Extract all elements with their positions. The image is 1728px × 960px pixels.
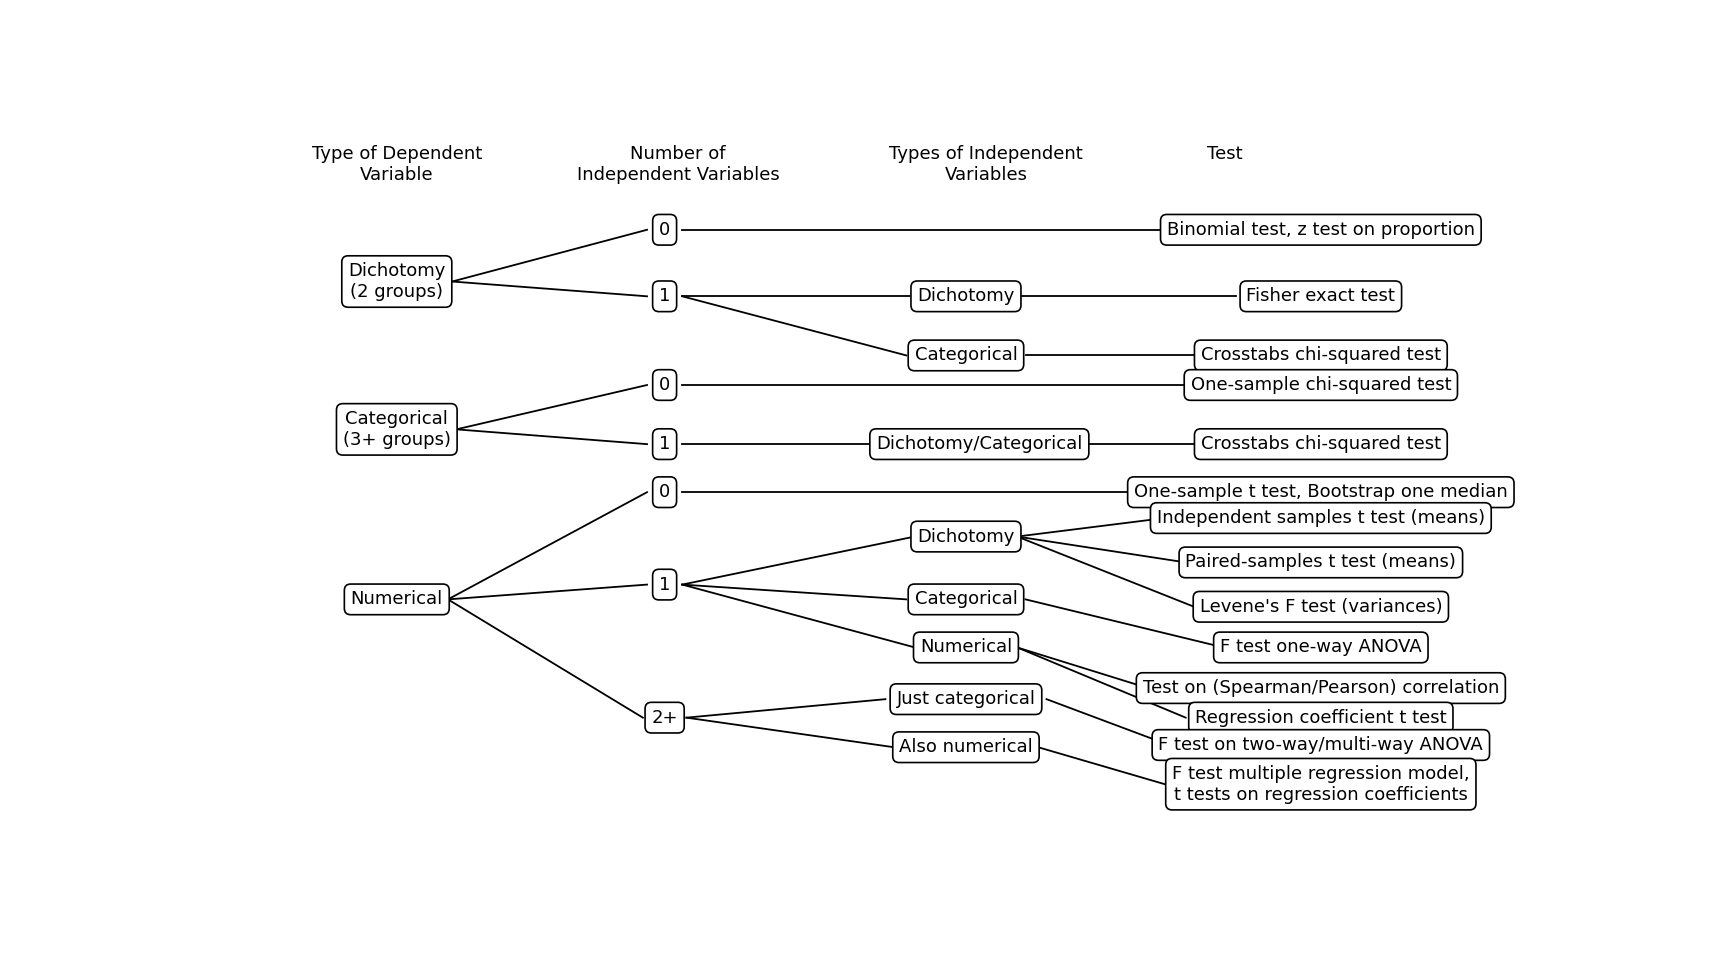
Text: Fisher exact test: Fisher exact test [1246, 287, 1394, 305]
Text: Levene's F test (variances): Levene's F test (variances) [1199, 598, 1443, 615]
Text: Just categorical: Just categorical [897, 690, 1035, 708]
Text: Dichotomy
(2 groups): Dichotomy (2 groups) [347, 262, 446, 300]
Text: Binomial test, z test on proportion: Binomial test, z test on proportion [1166, 221, 1474, 239]
Text: Paired-samples t test (means): Paired-samples t test (means) [1185, 553, 1457, 571]
Text: F test on two-way/multi-way ANOVA: F test on two-way/multi-way ANOVA [1158, 736, 1483, 754]
Text: Number of
Independent Variables: Number of Independent Variables [577, 145, 779, 183]
Text: Also numerical: Also numerical [899, 738, 1033, 756]
Text: 1: 1 [658, 435, 670, 453]
Text: Test on (Spearman/Pearson) correlation: Test on (Spearman/Pearson) correlation [1142, 679, 1498, 697]
Text: Test: Test [1206, 145, 1242, 163]
Text: F test multiple regression model,
t tests on regression coefficients: F test multiple regression model, t test… [1172, 765, 1469, 804]
Text: Categorical: Categorical [914, 347, 1018, 365]
Text: Crosstabs chi-squared test: Crosstabs chi-squared test [1201, 347, 1441, 365]
Text: Categorical
(3+ groups): Categorical (3+ groups) [342, 410, 451, 448]
Text: 0: 0 [658, 221, 670, 239]
Text: One-sample t test, Bootstrap one median: One-sample t test, Bootstrap one median [1134, 483, 1509, 501]
Text: Type of Dependent
Variable: Type of Dependent Variable [311, 145, 482, 183]
Text: Crosstabs chi-squared test: Crosstabs chi-squared test [1201, 435, 1441, 453]
Text: Categorical: Categorical [914, 590, 1018, 609]
Text: 2+: 2+ [651, 708, 677, 727]
Text: Dichotomy: Dichotomy [918, 287, 1014, 305]
Text: Regression coefficient t test: Regression coefficient t test [1196, 708, 1446, 727]
Text: Numerical: Numerical [351, 590, 442, 609]
Text: 1: 1 [658, 576, 670, 593]
Text: Dichotomy/Categorical: Dichotomy/Categorical [876, 435, 1082, 453]
Text: Types of Independent
Variables: Types of Independent Variables [890, 145, 1083, 183]
Text: F test one-way ANOVA: F test one-way ANOVA [1220, 638, 1422, 657]
Text: Dichotomy: Dichotomy [918, 528, 1014, 545]
Text: One-sample chi-squared test: One-sample chi-squared test [1191, 376, 1452, 394]
Text: 0: 0 [658, 483, 670, 501]
Text: Numerical: Numerical [919, 638, 1013, 657]
Text: 0: 0 [658, 376, 670, 394]
Text: 1: 1 [658, 287, 670, 305]
Text: Independent samples t test (means): Independent samples t test (means) [1156, 509, 1484, 527]
